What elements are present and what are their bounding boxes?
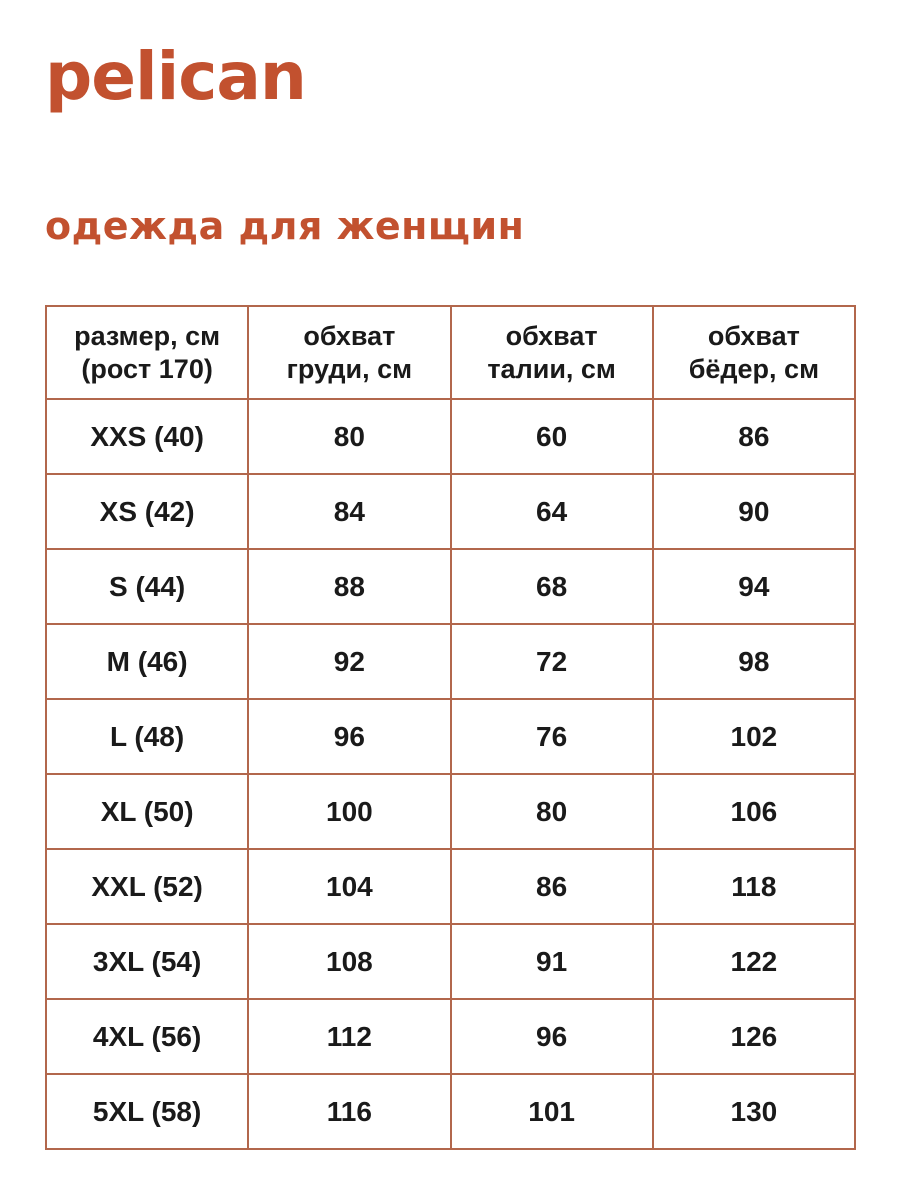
table-cell-hips: 90 bbox=[651, 473, 857, 550]
table-header-row: размер, см (рост 170) обхват груди, см о… bbox=[44, 305, 857, 400]
table-cell-hips: 106 bbox=[651, 773, 857, 850]
table-row: 5XL (58) 116 101 130 bbox=[44, 1073, 857, 1150]
table-cell-chest: 80 bbox=[247, 398, 452, 475]
table-cell-waist: 91 bbox=[449, 923, 654, 1000]
table-cell-chest: 100 bbox=[247, 773, 452, 850]
column-header-size-line1: размер, см bbox=[74, 321, 221, 352]
table-row: XL (50) 100 80 106 bbox=[44, 773, 857, 850]
table-cell-chest: 116 bbox=[247, 1073, 452, 1150]
table-cell-hips: 126 bbox=[651, 998, 857, 1075]
table-cell-waist: 76 bbox=[449, 698, 654, 775]
size-table: размер, см (рост 170) обхват груди, см о… bbox=[44, 305, 857, 1150]
column-header-size-line2: (рост 170) bbox=[81, 353, 213, 384]
table-cell-hips: 118 bbox=[651, 848, 857, 925]
table-cell-hips: 94 bbox=[651, 548, 857, 625]
table-row: 4XL (56) 112 96 126 bbox=[44, 998, 857, 1075]
table-cell-size: M (46) bbox=[44, 623, 250, 700]
table-row: M (46) 92 72 98 bbox=[44, 623, 857, 700]
table-cell-chest: 84 bbox=[247, 473, 452, 550]
table-cell-size: L (48) bbox=[44, 698, 250, 775]
table-cell-hips: 86 bbox=[651, 398, 857, 475]
table-cell-size: S (44) bbox=[44, 548, 250, 625]
table-cell-hips: 98 bbox=[651, 623, 857, 700]
column-header-hips-line2: бёдер, см bbox=[688, 353, 820, 384]
table-cell-hips: 130 bbox=[651, 1073, 857, 1150]
table-cell-waist: 86 bbox=[449, 848, 654, 925]
table-cell-size: XXL (52) bbox=[44, 848, 250, 925]
page-title: одежда для женщин bbox=[45, 204, 525, 248]
column-header-hips-line1: обхват bbox=[707, 321, 800, 352]
table-header: размер, см (рост 170) обхват груди, см о… bbox=[44, 305, 857, 400]
table-cell-waist: 72 bbox=[449, 623, 654, 700]
column-header-hips: обхват бёдер, см bbox=[651, 305, 857, 400]
table-cell-chest: 88 bbox=[247, 548, 452, 625]
table-cell-waist: 68 bbox=[449, 548, 654, 625]
column-header-waist-line2: талии, см bbox=[487, 353, 616, 384]
table-cell-chest: 92 bbox=[247, 623, 452, 700]
table-row: S (44) 88 68 94 bbox=[44, 548, 857, 625]
table-cell-hips: 122 bbox=[651, 923, 857, 1000]
column-header-chest-line1: обхват bbox=[303, 321, 396, 352]
table-row: XXL (52) 104 86 118 bbox=[44, 848, 857, 925]
table-row: XS (42) 84 64 90 bbox=[44, 473, 857, 550]
table-body: XXS (40) 80 60 86 XS (42) 84 64 90 S (44) 88 68 94 M… bbox=[44, 398, 857, 1150]
table-row: L (48) 96 76 102 bbox=[44, 698, 857, 775]
table-cell-size: XS (42) bbox=[44, 473, 250, 550]
table-cell-chest: 96 bbox=[247, 698, 452, 775]
table-row: 3XL (54) 108 91 122 bbox=[44, 923, 857, 1000]
table-cell-hips: 102 bbox=[651, 698, 857, 775]
table-cell-chest: 108 bbox=[247, 923, 452, 1000]
table-cell-size: XL (50) bbox=[44, 773, 250, 850]
brand-logo: pelican bbox=[45, 38, 307, 115]
column-header-chest-line2: груди, см bbox=[286, 353, 413, 384]
table-cell-size: 3XL (54) bbox=[44, 923, 250, 1000]
column-header-size: размер, см (рост 170) bbox=[44, 305, 250, 400]
column-header-waist-line1: обхват bbox=[505, 321, 598, 352]
table-cell-waist: 101 bbox=[449, 1073, 654, 1150]
table-cell-size: 5XL (58) bbox=[44, 1073, 250, 1150]
column-header-waist: обхват талии, см bbox=[449, 305, 654, 400]
table-cell-size: 4XL (56) bbox=[44, 998, 250, 1075]
table-cell-size: XXS (40) bbox=[44, 398, 250, 475]
table-row: XXS (40) 80 60 86 bbox=[44, 398, 857, 475]
column-header-chest: обхват груди, см bbox=[247, 305, 452, 400]
table-cell-waist: 64 bbox=[449, 473, 654, 550]
table-cell-chest: 104 bbox=[247, 848, 452, 925]
table-cell-waist: 60 bbox=[449, 398, 654, 475]
table-cell-waist: 80 bbox=[449, 773, 654, 850]
table-cell-chest: 112 bbox=[247, 998, 452, 1075]
table-cell-waist: 96 bbox=[449, 998, 654, 1075]
